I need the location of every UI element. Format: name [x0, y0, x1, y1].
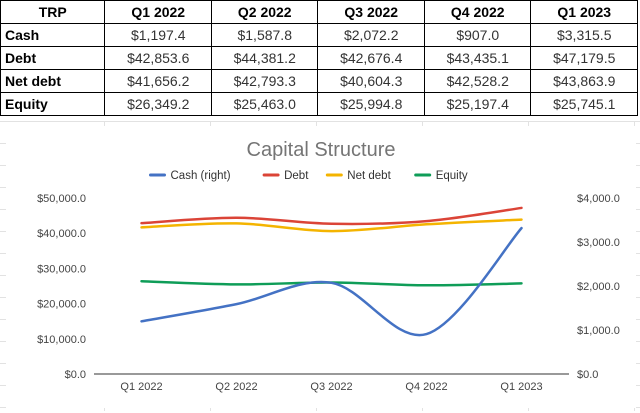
row-label[interactable]: Equity [0, 92, 106, 116]
row-label[interactable]: Debt [0, 46, 106, 70]
right-axis-tick-label: $3,000.0 [577, 237, 620, 249]
corner-label[interactable]: TRP [0, 0, 106, 24]
left-axis-tick-label: $40,000.0 [37, 228, 86, 240]
table-cell[interactable]: $44,381.2 [210, 46, 319, 70]
table-row: Equity $26,349.2 $25,463.0 $25,994.8 $25… [0, 92, 638, 116]
table-cell[interactable]: $1,587.8 [210, 23, 319, 47]
table-cell[interactable]: $42,793.3 [210, 69, 319, 93]
legend-label[interactable]: Cash (right) [171, 170, 231, 182]
x-axis-tick-label: Q1 2022 [120, 381, 162, 393]
table-cell[interactable]: $907.0 [423, 23, 532, 47]
series-line-net-debt[interactable] [140, 218, 523, 233]
table-cell[interactable]: $25,197.4 [423, 92, 532, 116]
right-axis-tick-label: $1,000.0 [577, 325, 620, 337]
table-cell[interactable]: $3,315.5 [530, 23, 638, 47]
column-header[interactable]: Q1 2022 [104, 0, 212, 24]
financial-table: TRP Q1 2022 Q2 2022 Q3 2022 Q4 2022 Q1 2… [0, 0, 638, 116]
table-cell[interactable]: $42,528.2 [423, 69, 532, 93]
table-header-row: TRP Q1 2022 Q2 2022 Q3 2022 Q4 2022 Q1 2… [0, 0, 638, 24]
table-cell[interactable]: $1,197.4 [104, 23, 212, 47]
table-cell[interactable]: $26,349.2 [104, 92, 212, 116]
legend-label[interactable]: Debt [284, 170, 309, 182]
chart-legend: Cash (right) Debt Net debt Equity [149, 170, 468, 182]
table-cell[interactable]: $42,676.4 [317, 46, 425, 70]
table-cell[interactable]: $41,656.2 [104, 69, 212, 93]
x-axis-tick-label: Q1 2023 [500, 381, 542, 393]
left-axis-tick-label: $0.0 [65, 369, 86, 381]
table-cell[interactable]: $25,745.1 [530, 92, 638, 116]
table-cell[interactable]: $43,435.1 [423, 46, 532, 70]
column-header[interactable]: Q2 2022 [210, 0, 319, 24]
column-header[interactable]: Q3 2022 [317, 0, 425, 24]
x-axis-tick-label: Q4 2022 [405, 381, 447, 393]
left-axis-tick-label: $20,000.0 [37, 299, 86, 311]
left-axis-tick-label: $50,000.0 [37, 193, 86, 205]
chart-title: Capital Structure [247, 139, 396, 161]
table-row: Cash $1,197.4 $1,587.8 $2,072.2 $907.0 $… [0, 23, 638, 47]
table-cell[interactable]: $47,179.5 [530, 46, 638, 70]
left-axis-tick-label: $30,000.0 [37, 263, 86, 275]
capital-structure-chart: Capital Structure Cash (right) Debt Net de… [37, 139, 620, 393]
column-header[interactable]: Q1 2023 [530, 0, 638, 24]
column-header[interactable]: Q4 2022 [423, 0, 532, 24]
x-axis-tick-label: Q3 2022 [310, 381, 352, 393]
table-row: Debt $42,853.6 $44,381.2 $42,676.4 $43,4… [0, 46, 638, 70]
chart-series [140, 206, 523, 337]
table-cell[interactable]: $2,072.2 [317, 23, 425, 47]
table-row: Net debt $41,656.2 $42,793.3 $40,604.3 $… [0, 69, 638, 93]
right-axis-tick-label: $2,000.0 [577, 281, 620, 293]
chart-container[interactable]: Capital Structure Cash (right) Debt Net de… [6, 126, 636, 408]
table-cell[interactable]: $40,604.3 [317, 69, 425, 93]
right-axis-tick-label: $4,000.0 [577, 193, 620, 205]
row-label[interactable]: Cash [0, 23, 106, 47]
legend-label[interactable]: Net debt [347, 170, 391, 182]
row-label[interactable]: Net debt [0, 69, 106, 93]
chart-axes: $0.0 $10,000.0 $20,000.0 $30,000.0 $40,000.0… [37, 193, 620, 393]
table-cell[interactable]: $43,863.9 [530, 69, 638, 93]
right-axis-tick-label: $0.0 [577, 369, 598, 381]
x-axis-tick-label: Q2 2022 [215, 381, 257, 393]
table-cell[interactable]: $25,463.0 [210, 92, 319, 116]
left-axis-tick-label: $10,000.0 [37, 334, 86, 346]
series-line-debt[interactable] [140, 206, 523, 226]
table-cell[interactable]: $42,853.6 [104, 46, 212, 70]
table-cell[interactable]: $25,994.8 [317, 92, 425, 116]
legend-label[interactable]: Equity [436, 170, 468, 182]
series-line-cash-right[interactable] [140, 226, 523, 337]
